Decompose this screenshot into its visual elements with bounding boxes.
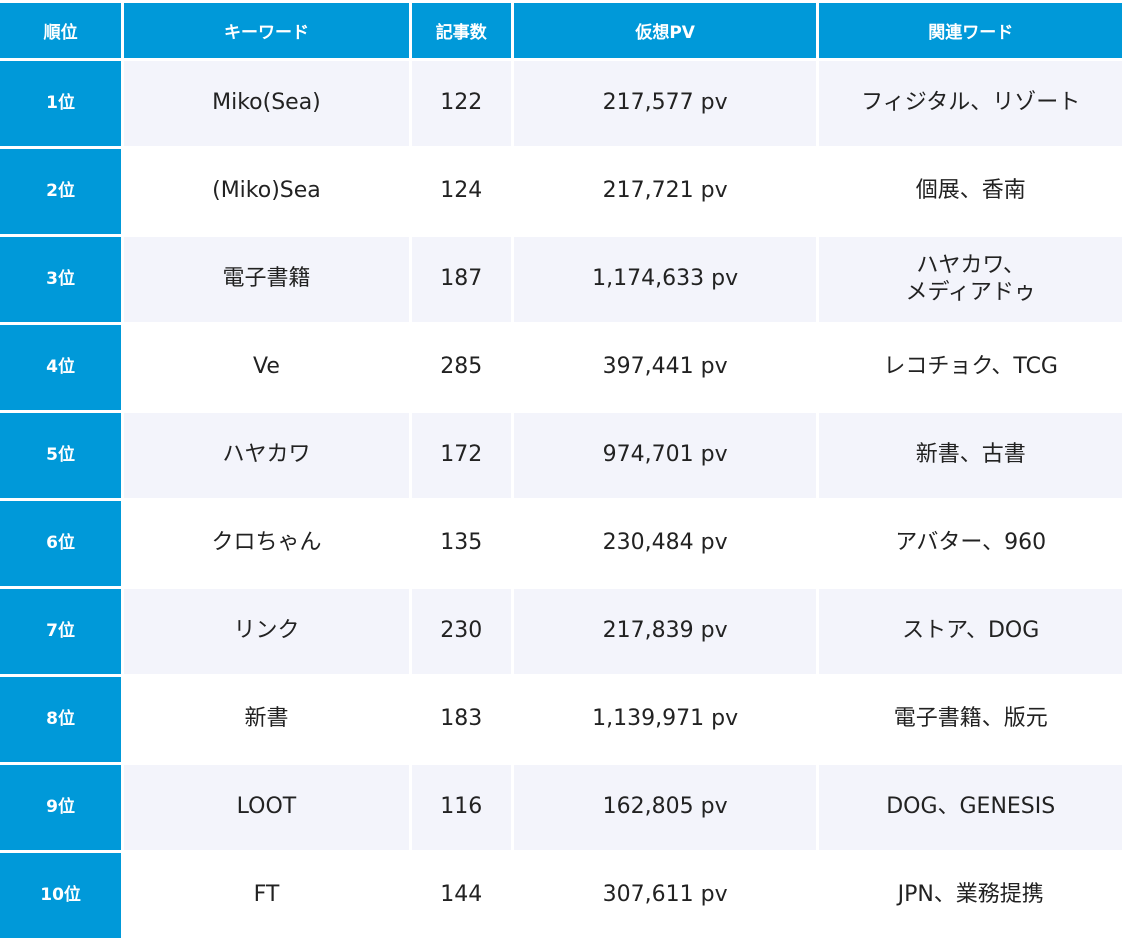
keyword-cell: Ve (124, 325, 409, 410)
pv-cell: 397,441 pv (513, 325, 817, 410)
article-count-cell: 144 (411, 853, 511, 938)
related-words-cell: DOG、GENESIS (819, 765, 1122, 850)
related-words-cell: 電子書籍、版元 (819, 677, 1122, 762)
article-count-cell: 172 (411, 413, 511, 498)
rank-cell: 4位 (0, 325, 122, 410)
rank-cell: 7位 (0, 589, 122, 674)
related-words-cell: JPN、業務提携 (819, 853, 1122, 938)
table-row: 3位 電子書籍 187 1,174,633 pv ハヤカワ、 メディアドゥ (0, 237, 1122, 322)
pv-cell: 974,701 pv (513, 413, 817, 498)
keyword-cell: 新書 (124, 677, 409, 762)
pv-cell: 217,721 pv (513, 149, 817, 234)
table-row: 9位 LOOT 116 162,805 pv DOG、GENESIS (0, 765, 1122, 850)
pv-cell: 217,839 pv (513, 589, 817, 674)
article-count-cell: 124 (411, 149, 511, 234)
keyword-cell: (Miko)Sea (124, 149, 409, 234)
keyword-cell: 電子書籍 (124, 237, 409, 322)
rank-cell: 8位 (0, 677, 122, 762)
related-words-cell: アバター、960 (819, 501, 1122, 586)
header-keyword: キーワード (124, 3, 409, 58)
table-row: 10位 FT 144 307,611 pv JPN、業務提携 (0, 853, 1122, 938)
table-row: 7位 リンク 230 217,839 pv ストア、DOG (0, 589, 1122, 674)
header-rank: 順位 (0, 3, 122, 58)
table-row: 1位 Miko(Sea) 122 217,577 pv フィジタル、リゾート (0, 61, 1122, 146)
pv-cell: 1,139,971 pv (513, 677, 817, 762)
pv-cell: 162,805 pv (513, 765, 817, 850)
rank-cell: 1位 (0, 61, 122, 146)
header-article-count: 記事数 (411, 3, 511, 58)
rank-cell: 3位 (0, 237, 122, 322)
pv-cell: 307,611 pv (513, 853, 817, 938)
related-words-cell: ストア、DOG (819, 589, 1122, 674)
article-count-cell: 187 (411, 237, 511, 322)
table-row: 8位 新書 183 1,139,971 pv 電子書籍、版元 (0, 677, 1122, 762)
header-related-words: 関連ワード (819, 3, 1122, 58)
pv-cell: 1,174,633 pv (513, 237, 817, 322)
keyword-cell: FT (124, 853, 409, 938)
rank-cell: 10位 (0, 853, 122, 938)
related-words-cell: 新書、古書 (819, 413, 1122, 498)
rank-cell: 6位 (0, 501, 122, 586)
keyword-cell: クロちゃん (124, 501, 409, 586)
keyword-cell: Miko(Sea) (124, 61, 409, 146)
header-row: 順位 キーワード 記事数 仮想PV 関連ワード (0, 3, 1122, 58)
article-count-cell: 135 (411, 501, 511, 586)
keyword-cell: ハヤカワ (124, 413, 409, 498)
keyword-cell: LOOT (124, 765, 409, 850)
table-row: 4位 Ve 285 397,441 pv レコチョク、TCG (0, 325, 1122, 410)
article-count-cell: 122 (411, 61, 511, 146)
pv-cell: 217,577 pv (513, 61, 817, 146)
article-count-cell: 230 (411, 589, 511, 674)
rank-cell: 2位 (0, 149, 122, 234)
related-words-cell: フィジタル、リゾート (819, 61, 1122, 146)
related-words-cell: 個展、香南 (819, 149, 1122, 234)
keyword-cell: リンク (124, 589, 409, 674)
article-count-cell: 183 (411, 677, 511, 762)
pv-cell: 230,484 pv (513, 501, 817, 586)
related-words-cell: レコチョク、TCG (819, 325, 1122, 410)
header-virtual-pv: 仮想PV (513, 3, 817, 58)
rank-cell: 9位 (0, 765, 122, 850)
related-words-cell: ハヤカワ、 メディアドゥ (819, 237, 1122, 322)
article-count-cell: 116 (411, 765, 511, 850)
table-row: 6位 クロちゃん 135 230,484 pv アバター、960 (0, 501, 1122, 586)
table-row: 2位 (Miko)Sea 124 217,721 pv 個展、香南 (0, 149, 1122, 234)
article-count-cell: 285 (411, 325, 511, 410)
table-row: 5位 ハヤカワ 172 974,701 pv 新書、古書 (0, 413, 1122, 498)
rank-cell: 5位 (0, 413, 122, 498)
